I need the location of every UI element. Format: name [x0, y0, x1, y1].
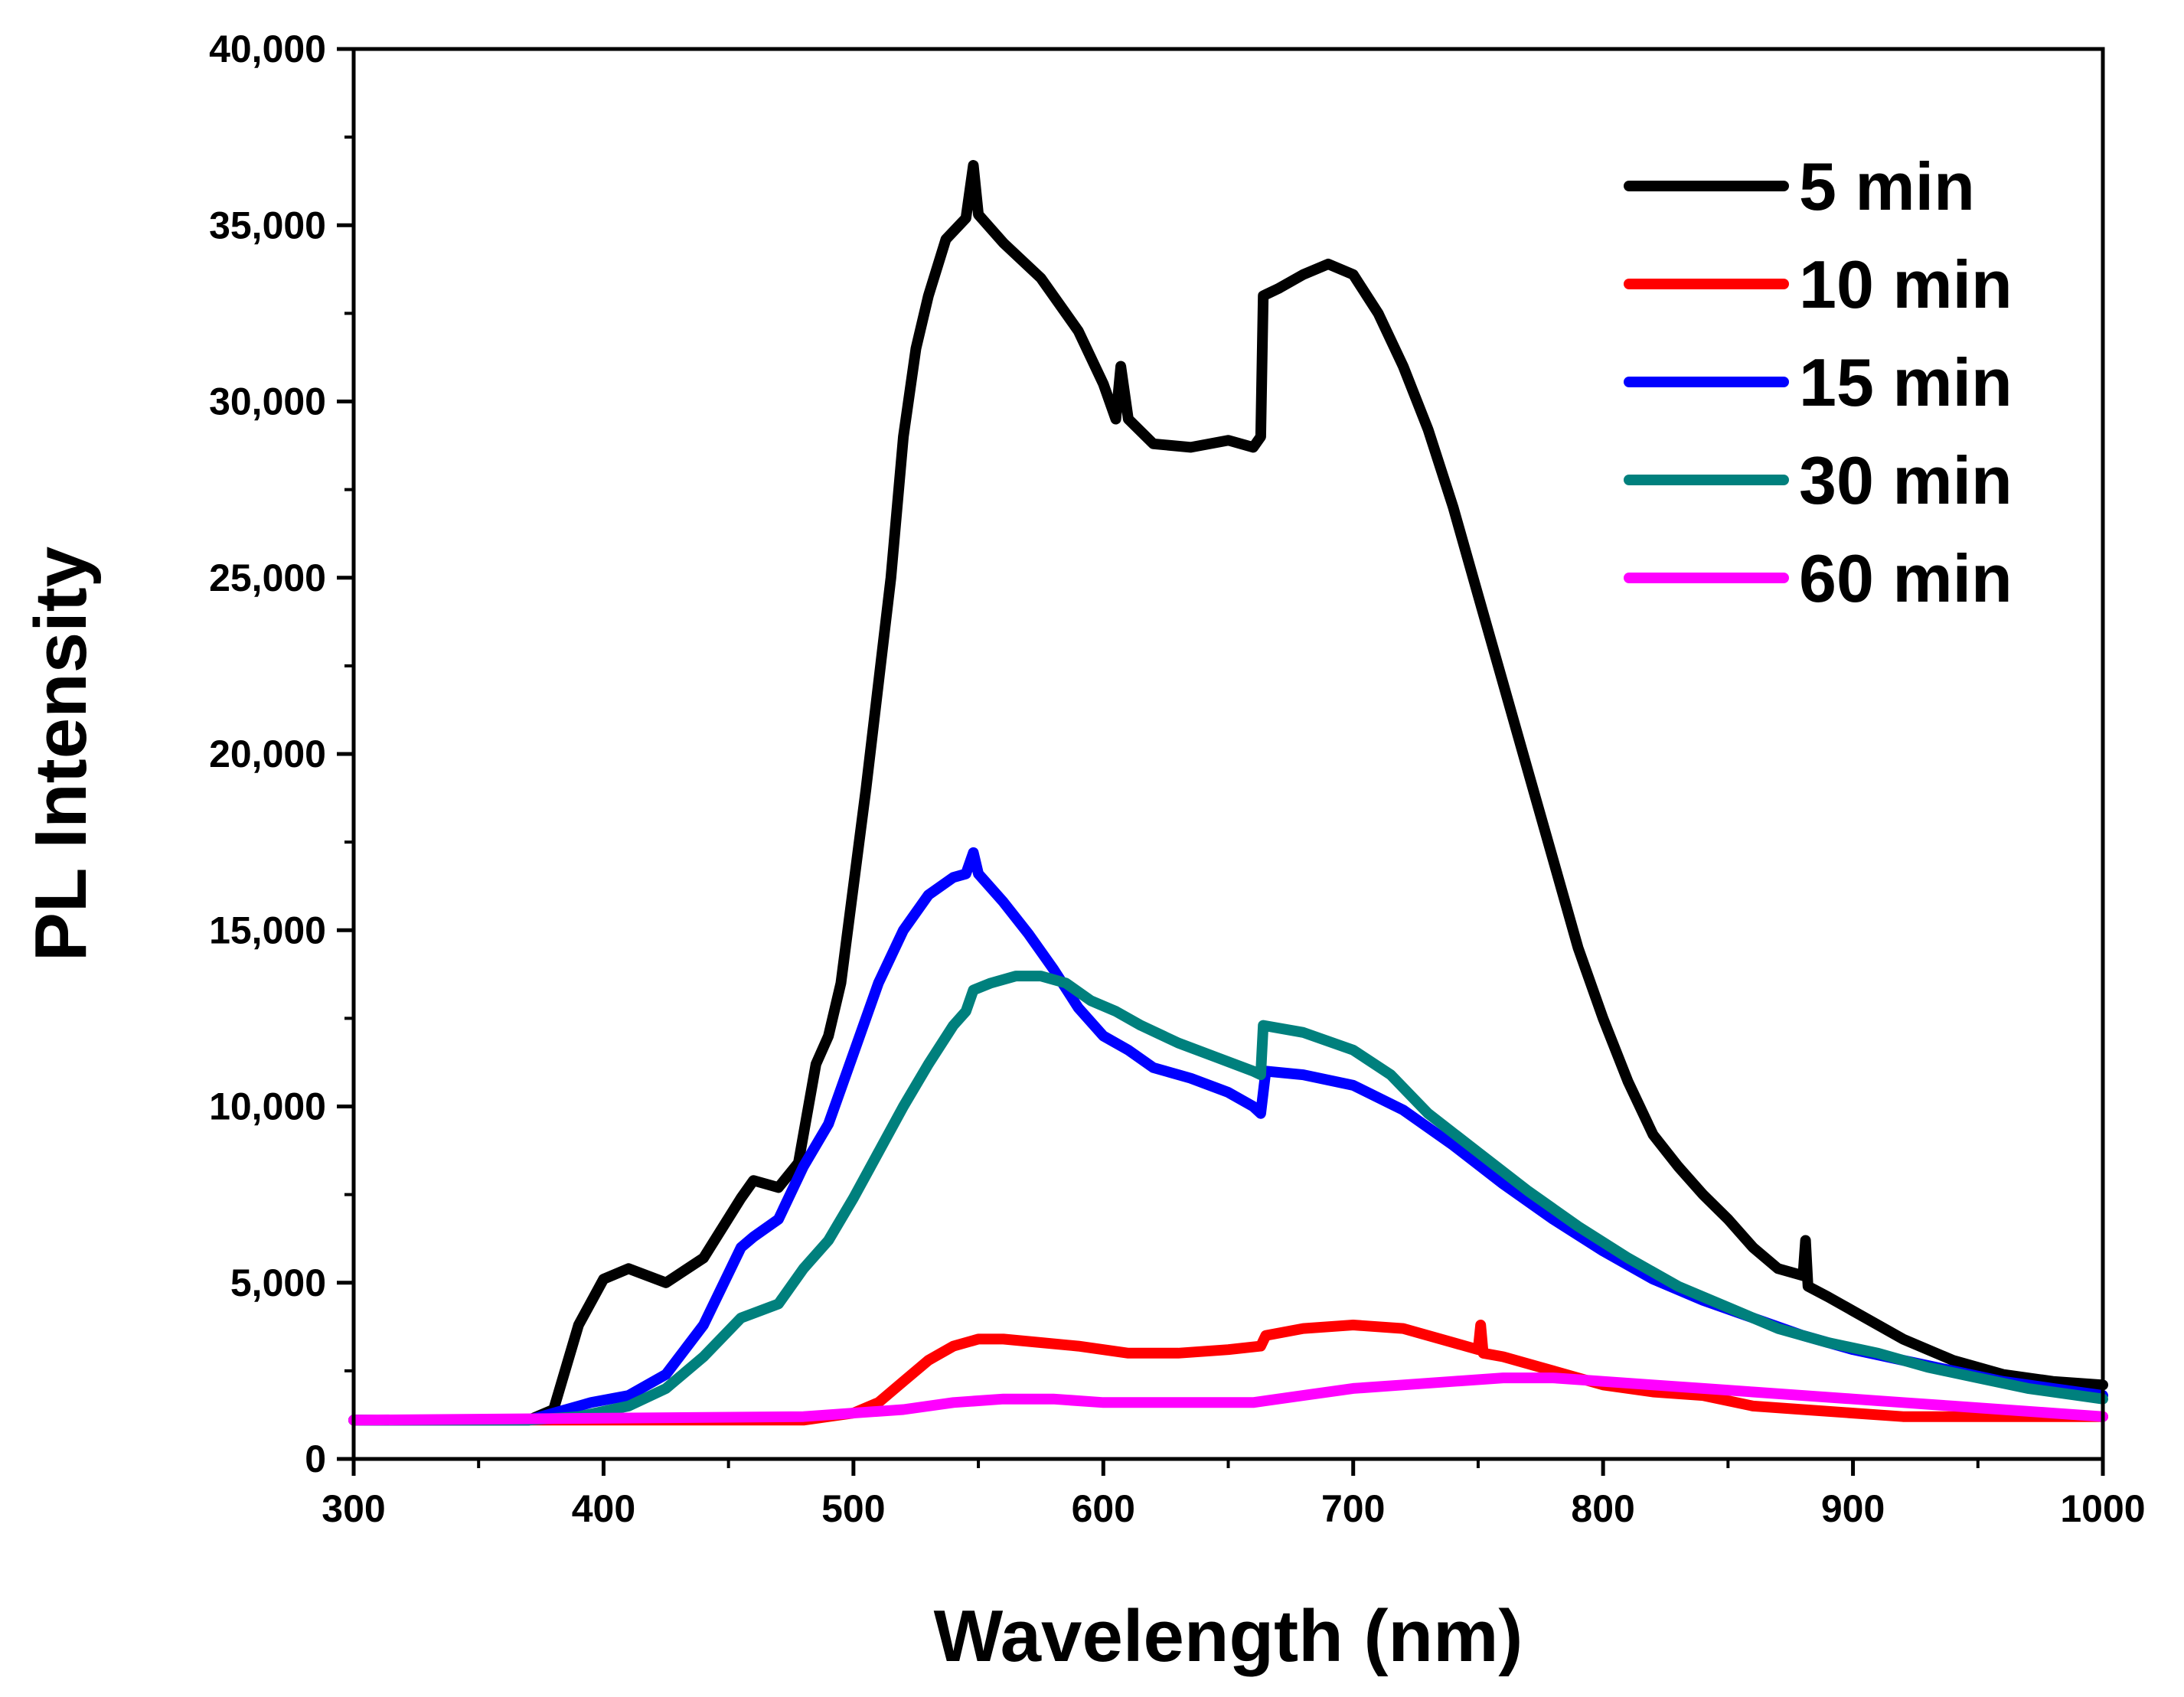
- y-tick-label: 25,000: [209, 556, 326, 599]
- x-tick-label: 300: [322, 1487, 385, 1530]
- series-layer: [348, 160, 2108, 1426]
- y-tick-label: 15,000: [209, 909, 326, 951]
- x-axis: 300 400 500 600 700 800 900 1000: [322, 1459, 2146, 1530]
- y-tick-label: 35,000: [209, 204, 326, 246]
- y-axis: 0 5,000 10,000 15,000 20,000 25,000 30,000 35,0…: [209, 28, 354, 1480]
- x-axis-title: Wavelength (nm): [934, 1595, 1523, 1677]
- legend-label: 15 min: [1799, 344, 2013, 420]
- x-tick-label: 400: [572, 1487, 635, 1530]
- legend-label: 30 min: [1799, 442, 2013, 518]
- series-line-10-min: [348, 1320, 2108, 1426]
- legend: 5 min 10 min 15 min 30 min 60 min: [1624, 148, 2013, 616]
- series-line-30-min: [348, 971, 2108, 1426]
- y-tick-label: 5,000: [230, 1261, 326, 1304]
- x-tick-label: 1000: [2060, 1487, 2145, 1530]
- legend-label: 60 min: [1799, 540, 2013, 616]
- legend-label: 5 min: [1799, 148, 1975, 224]
- y-tick-label: 0: [305, 1438, 326, 1480]
- series-line-5-min: [348, 160, 2108, 1426]
- x-tick-label: 700: [1321, 1487, 1385, 1530]
- x-tick-label: 600: [1072, 1487, 1135, 1530]
- y-tick-label: 40,000: [209, 28, 326, 70]
- x-tick-label: 500: [821, 1487, 885, 1530]
- y-tick-label: 30,000: [209, 380, 326, 423]
- legend-label: 10 min: [1799, 246, 2013, 322]
- x-tick-label: 900: [1821, 1487, 1885, 1530]
- x-tick-label: 800: [1571, 1487, 1634, 1530]
- y-tick-label: 10,000: [209, 1085, 326, 1128]
- y-axis-title: PL Intensity: [20, 547, 102, 961]
- series-line-60-min: [348, 1372, 2108, 1426]
- y-tick-label: 20,000: [209, 733, 326, 775]
